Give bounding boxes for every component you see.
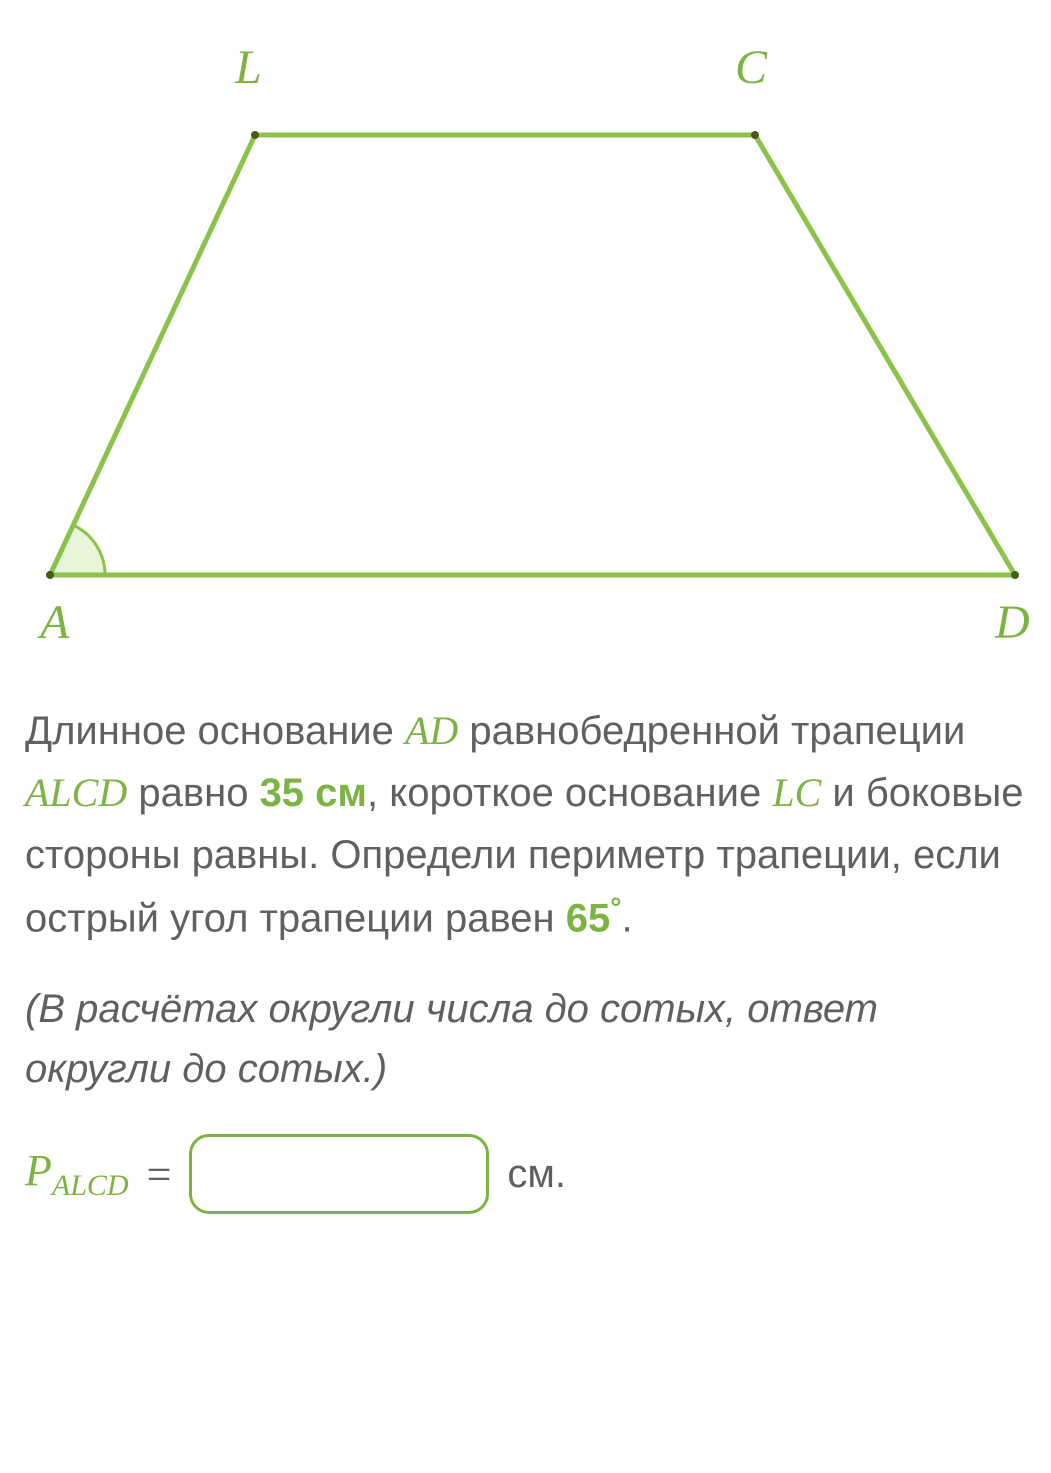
math-var-LC: LC bbox=[772, 770, 821, 815]
text-part: равнобедренной трапеции bbox=[458, 709, 965, 753]
text-part: , короткое основание bbox=[367, 771, 772, 815]
vertex-label-L: L bbox=[235, 40, 262, 95]
trapezoid-svg bbox=[25, 20, 1025, 660]
side-AL bbox=[50, 135, 255, 575]
perimeter-symbol: PALCD bbox=[25, 1145, 129, 1203]
vertex-L-dot bbox=[251, 131, 259, 139]
perimeter-input[interactable] bbox=[189, 1134, 489, 1214]
vertex-C-dot bbox=[751, 131, 759, 139]
text-part: Длинное основание bbox=[25, 709, 405, 753]
vertex-A-dot bbox=[46, 571, 54, 579]
vertex-label-C: C bbox=[735, 40, 767, 95]
perimeter-P: P bbox=[25, 1146, 52, 1195]
vertex-label-A: A bbox=[40, 595, 69, 650]
equals-sign: = bbox=[147, 1149, 172, 1200]
answer-row: PALCD = см. bbox=[25, 1134, 1026, 1214]
math-var-ALCD: ALCD bbox=[25, 770, 127, 815]
math-var-AD: AD bbox=[405, 708, 458, 753]
angle-arc bbox=[50, 525, 105, 575]
problem-statement: Длинное основание AD равнобедренной трап… bbox=[25, 700, 1026, 949]
unit-cm: см. bbox=[507, 1152, 566, 1197]
value-35cm: 35 см bbox=[260, 771, 367, 815]
value-65: 65 bbox=[566, 896, 611, 940]
vertex-label-D: D bbox=[995, 595, 1030, 650]
text-part: . bbox=[621, 896, 632, 940]
rounding-note: (В расчётах округли числа до сотых, отве… bbox=[25, 979, 1026, 1099]
text-part: равно bbox=[127, 771, 259, 815]
side-CD bbox=[755, 135, 1015, 575]
degree-symbol: ° bbox=[610, 892, 621, 923]
vertex-D-dot bbox=[1011, 571, 1019, 579]
perimeter-subscript: ALCD bbox=[52, 1169, 129, 1202]
trapezoid-diagram: A L C D bbox=[25, 20, 1025, 660]
